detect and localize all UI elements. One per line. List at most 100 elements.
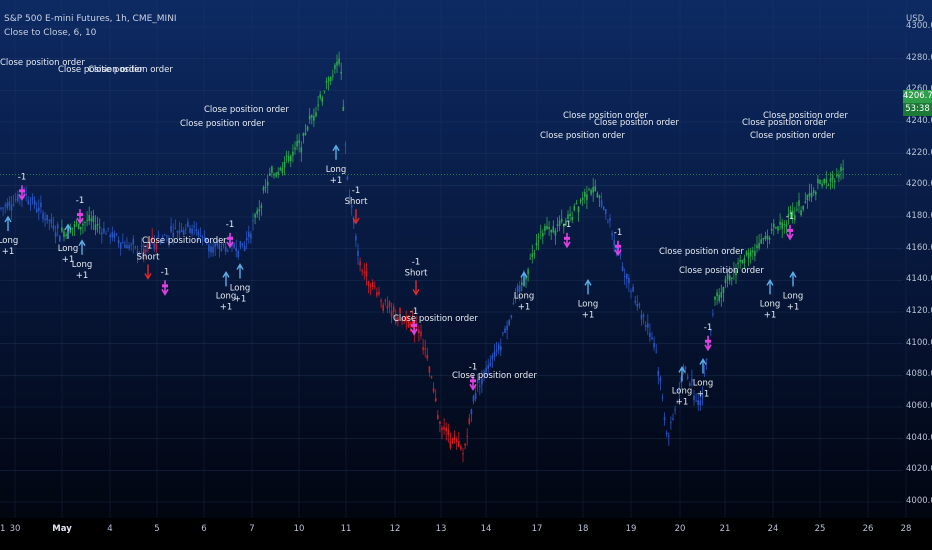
candle-body — [745, 251, 748, 255]
close-qty-label: -1 — [614, 228, 622, 238]
close-qty-label: -1 — [410, 307, 418, 317]
candle-body — [386, 305, 389, 309]
candle-body — [556, 224, 559, 226]
indicator-legend[interactable]: Close to Close, 6, 10 — [4, 28, 97, 38]
candle-body — [724, 279, 727, 284]
candle-body — [447, 429, 450, 435]
candle-body — [787, 213, 790, 217]
candle-body — [651, 337, 653, 340]
close-position-label: Close position order — [180, 119, 265, 129]
close-marker-icon — [19, 189, 25, 193]
long-label: Long — [216, 291, 237, 301]
candle-body — [264, 186, 267, 188]
time-tick-label: 20 — [674, 524, 686, 534]
candle-body — [628, 277, 630, 284]
candle-body — [378, 291, 380, 295]
candle-body — [416, 323, 418, 325]
short-arrow-icon — [412, 280, 420, 296]
price-tick-label: 4200.00 — [906, 179, 932, 190]
short-label: Short — [345, 197, 368, 207]
candle-body — [510, 315, 513, 318]
candle-body — [542, 233, 544, 237]
candle-body — [665, 432, 668, 435]
price-tick-label: 4300.00 — [906, 21, 932, 31]
candle-body — [399, 307, 401, 314]
candle-body — [82, 223, 84, 226]
candle-body — [382, 304, 384, 311]
candle-body — [720, 291, 723, 298]
candle-body — [794, 215, 796, 221]
short-arrow-icon — [144, 264, 152, 280]
candle-body — [350, 205, 353, 208]
candle-body — [768, 237, 771, 240]
candle-body — [668, 435, 670, 437]
grid — [0, 0, 907, 518]
candle-body — [611, 233, 613, 236]
time-tick-label: 26 — [862, 524, 874, 534]
candle-body — [101, 232, 103, 235]
candle-body — [197, 231, 200, 236]
candle-body — [369, 285, 372, 287]
close-position-label: Close position order — [563, 111, 648, 121]
candle-body — [674, 409, 676, 411]
candle-body — [749, 250, 752, 257]
candle-body — [756, 245, 758, 249]
candle-body — [329, 76, 332, 82]
candle-body — [718, 294, 720, 301]
candle-body — [678, 387, 681, 393]
candle-body — [61, 227, 63, 232]
close-position-label: Close position order — [58, 65, 143, 75]
candle-body — [212, 246, 214, 253]
candle-body — [353, 219, 355, 224]
time-axis[interactable]: 30 May 4 5 6 7 10 11 12 13 14 17 18 19 20 21 24 25 26 28 31 — [0, 518, 932, 550]
close-position-label: Close position order — [679, 266, 764, 276]
close-marker-icon — [77, 213, 83, 217]
candle-body — [147, 243, 149, 248]
candle-body — [434, 398, 437, 402]
close-marker-icon — [564, 236, 570, 240]
candle-body — [770, 228, 773, 231]
candle-body — [726, 273, 729, 280]
candle-body — [285, 155, 288, 157]
candle-body — [216, 240, 219, 246]
candle-body — [710, 329, 712, 331]
candle-body — [380, 300, 382, 302]
symbol-title[interactable]: S&P 500 E-mini Futures, 1h, CME_MINI — [4, 14, 177, 24]
candle-body — [590, 189, 592, 195]
candle-body — [449, 441, 452, 448]
candle-body — [151, 236, 153, 241]
candle-body — [111, 232, 114, 238]
candle-body — [287, 155, 290, 162]
chart-plot[interactable]: Long+1-1Long+1Long+1-1-1Short-1Long+1Lon… — [0, 0, 932, 518]
candle-body — [250, 234, 252, 239]
candle-body — [659, 377, 662, 382]
candle-body — [193, 225, 195, 227]
close-qty-label: -1 — [226, 220, 234, 230]
candle-body — [731, 277, 733, 279]
candle-body — [489, 362, 492, 366]
candle-body — [588, 189, 590, 191]
time-tick-label: 14 — [480, 524, 492, 534]
candle-body — [180, 229, 183, 233]
strategy-signals: Long+1-1Long+1Long+1-1-1Short-1Long+1Lon… — [0, 58, 848, 407]
candle-body — [802, 205, 804, 210]
candle-body — [491, 355, 494, 360]
candle-body — [573, 206, 576, 211]
candle-body — [227, 250, 229, 252]
candle-body — [86, 219, 88, 221]
candle-body — [563, 223, 565, 227]
candle-body — [174, 228, 177, 230]
candle-body — [388, 301, 391, 307]
candle-body — [50, 218, 53, 224]
time-tick-label: 12 — [389, 524, 401, 534]
candle-body — [241, 243, 244, 246]
candle-body — [203, 237, 206, 241]
candle-body — [760, 239, 762, 244]
candle-body — [96, 223, 99, 226]
close-position-label: Close position order — [452, 371, 537, 381]
candle-body — [663, 417, 666, 421]
candle-body — [283, 162, 286, 168]
long-qty-label: +1 — [764, 310, 777, 320]
